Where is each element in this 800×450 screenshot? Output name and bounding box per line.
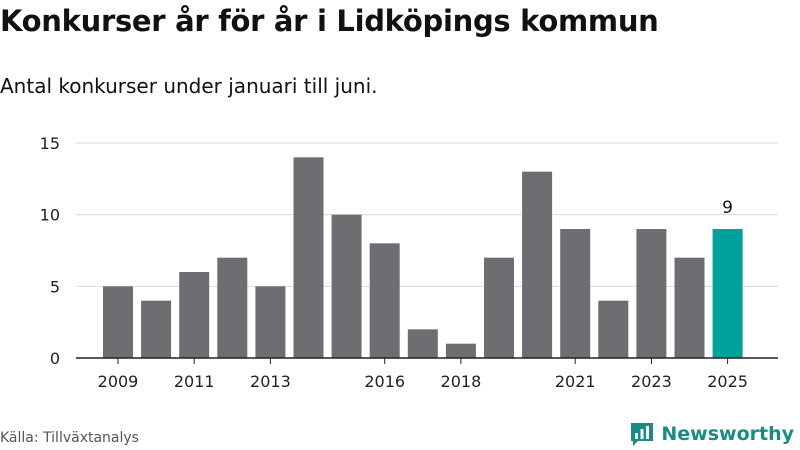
- bar-2013: [255, 286, 286, 358]
- chart-subtitle: Antal konkurser under januari till juni.: [0, 74, 378, 98]
- bar-2012: [217, 257, 248, 358]
- bar-chart: 0 5 10 15 2009 2011 2013 2016 2018 2021 2023 2025 9: [40, 134, 778, 391]
- brand-logo: Newsworthy: [629, 420, 794, 448]
- bar-2024: [674, 257, 705, 358]
- bar-chart-speech-bubble-icon: [631, 423, 654, 446]
- bar-2016: [369, 243, 400, 358]
- bar-2010: [141, 300, 172, 358]
- source-note: Källa: Tillväxtanalys: [0, 430, 139, 446]
- bar-2015: [331, 214, 362, 358]
- x-tick-label: 2023: [631, 372, 672, 391]
- y-tick-label: 15: [40, 134, 60, 153]
- y-tick-label: 5: [50, 277, 60, 296]
- bar-2009: [103, 286, 133, 358]
- x-tick-label: 2011: [174, 372, 215, 391]
- bar-2020: [522, 171, 553, 358]
- bar-2023: [636, 229, 667, 358]
- bar-2011: [179, 272, 210, 358]
- x-tick-label: 2013: [250, 372, 291, 391]
- x-tick-label: 2018: [441, 372, 482, 391]
- brand-name: Newsworthy: [661, 423, 794, 445]
- chart-title: Konkurser år för år i Lidköpings kommun: [0, 4, 659, 38]
- bar-2014: [293, 157, 324, 358]
- x-tick-label: 2009: [98, 372, 139, 391]
- bar-2025: [712, 229, 743, 358]
- bar-2017: [407, 329, 438, 358]
- y-tick-label: 0: [50, 349, 60, 368]
- x-tick-label: 2016: [364, 372, 405, 391]
- bar-2021: [560, 229, 591, 358]
- bar-2018: [445, 343, 476, 358]
- data-label: 9: [722, 198, 733, 218]
- bar-2019: [484, 257, 514, 358]
- x-tick-label: 2025: [707, 372, 748, 391]
- bar-2022: [598, 300, 629, 358]
- y-tick-label: 10: [40, 206, 60, 225]
- x-tick-label: 2021: [555, 372, 596, 391]
